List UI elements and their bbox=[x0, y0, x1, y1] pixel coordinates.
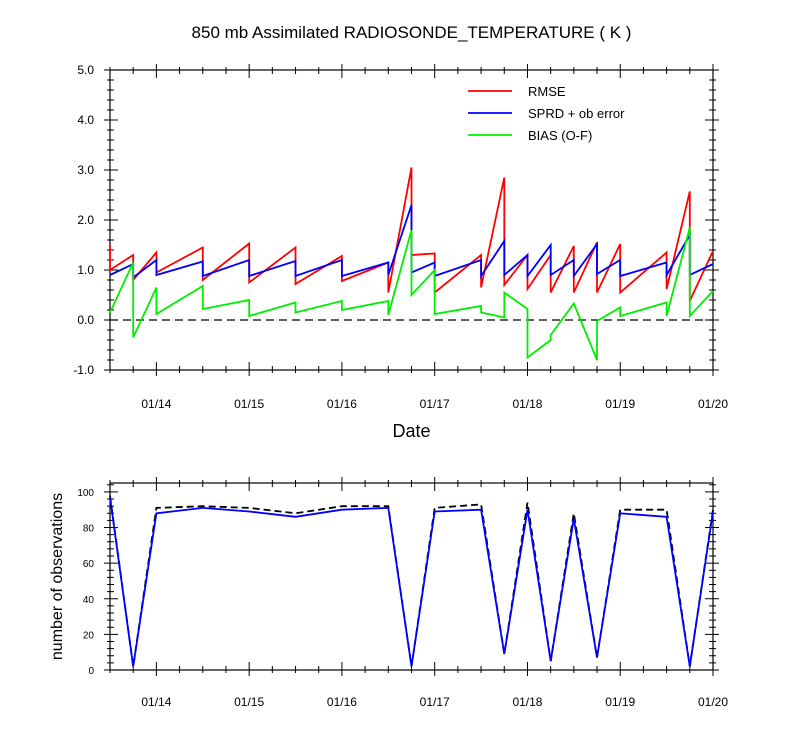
top-series-line-sprd-ob-error bbox=[109, 204, 714, 280]
top-x-tick-label: 01/17 bbox=[420, 397, 450, 411]
top-x-tick-label: 01/15 bbox=[234, 397, 264, 411]
bottom-y-tick-label: 60 bbox=[83, 559, 95, 570]
bottom-x-tick-label: 01/18 bbox=[512, 695, 542, 709]
top-x-tick-label: 01/18 bbox=[512, 397, 542, 411]
top-x-axis-label: Date bbox=[392, 421, 430, 441]
bottom-y-tick-label: 100 bbox=[77, 488, 94, 499]
bottom-y-axis-label: number of observations bbox=[49, 493, 66, 660]
top-y-tick-label: 1.0 bbox=[77, 263, 94, 277]
bottom-y-tick-label: 40 bbox=[83, 595, 95, 606]
bottom-x-tick-label: 01/15 bbox=[234, 695, 264, 709]
top-legend-label: SPRD + ob error bbox=[528, 106, 625, 121]
top-x-tick-label: 01/14 bbox=[141, 397, 171, 411]
bottom-x-tick-label: 01/14 bbox=[141, 695, 171, 709]
top-series-line-bias-o-f bbox=[109, 227, 714, 361]
top-x-tick-label: 01/19 bbox=[605, 397, 635, 411]
bottom-y-tick-label: 20 bbox=[83, 630, 95, 641]
top-y-tick-label: 5.0 bbox=[77, 63, 94, 77]
bottom-y-tick-label: 80 bbox=[83, 524, 95, 535]
top-y-tick-label: 0.0 bbox=[77, 313, 94, 327]
top-x-tick-label: 01/20 bbox=[698, 397, 728, 411]
bottom-x-tick-label: 01/19 bbox=[605, 695, 635, 709]
bottom-panel: 0 20 40 60 80 100 01/14 01/15 01/16 01/17 01/18 01/… bbox=[49, 477, 728, 709]
top-y-tick-label: 2.0 bbox=[77, 213, 94, 227]
bottom-x-tick-label: 01/20 bbox=[698, 695, 728, 709]
top-y-tick-label: -1.0 bbox=[73, 363, 94, 377]
bottom-y-tick-label: 0 bbox=[88, 666, 94, 677]
top-y-tick-label: 3.0 bbox=[77, 163, 94, 177]
top-x-tick-label: 01/16 bbox=[327, 397, 357, 411]
top-legend-label: RMSE bbox=[528, 84, 566, 99]
top-legend-label: BIAS (O-F) bbox=[528, 128, 592, 143]
bottom-x-tick-label: 01/17 bbox=[420, 695, 450, 709]
bottom-plot-frame bbox=[109, 482, 714, 671]
bottom-x-tick-label: 01/16 bbox=[327, 695, 357, 709]
top-y-tick-label: 4.0 bbox=[77, 113, 94, 127]
bottom-series-line-assimilated-observations bbox=[109, 497, 714, 667]
top-chart-title: 850 mb Assimilated RADIOSONDE_TEMPERATUR… bbox=[192, 23, 632, 42]
bottom-series-line-total-observations bbox=[109, 495, 714, 667]
top-panel: -1.0 0.0 1.0 2.0 3.0 4.0 5.0 01/14 01/15 01/16 01/… bbox=[73, 23, 728, 441]
